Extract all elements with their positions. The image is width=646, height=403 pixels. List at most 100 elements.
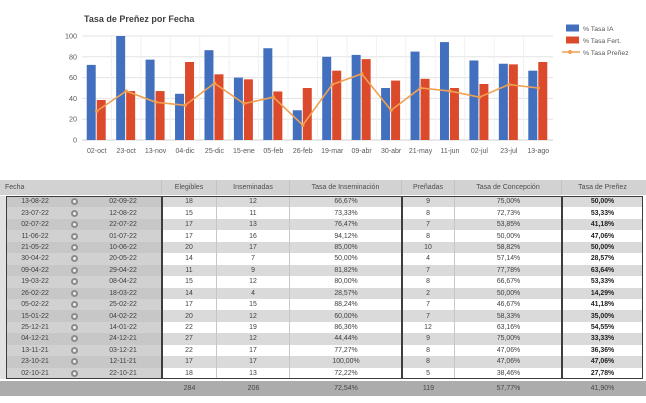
chart-canvas: 0 20 40 60 80 100 Tasa de Preñez por Fecha 02-o… (65, 14, 629, 155)
tasa-prenez-value: 47,06% (562, 356, 643, 368)
date-to: 25-02-22 (84, 298, 162, 311)
table-row[interactable]: 21-05-22 10-06-22 20 17 85,00% 10 58,82%… (0, 241, 646, 254)
tasa-concepcion-value: 53,85% (455, 218, 562, 231)
elegibles-value: 22 (162, 321, 217, 334)
bar-tasa-fert[interactable] (243, 79, 253, 140)
table-row[interactable]: 26-02-22 18-03-22 14 4 28,57% 2 50,00% 1… (0, 287, 646, 299)
legend-label[interactable]: % Tasa Preñez (583, 50, 629, 57)
line-marker[interactable] (389, 108, 393, 112)
inseminadas-value: 12 (217, 276, 290, 288)
inseminadas-value: 17 (217, 241, 290, 254)
table-row[interactable]: 05-02-22 25-02-22 17 15 88,24% 7 46,67% … (0, 298, 646, 311)
bar-tasa-fert[interactable] (126, 91, 136, 140)
table-row[interactable]: 09-04-22 29-04-22 11 9 81,82% 7 77,78% 6… (0, 264, 646, 277)
table-row[interactable]: 02-10-21 22-10-21 18 13 72,22% 5 38,46% … (0, 367, 646, 379)
bar-tasa-ia[interactable] (498, 63, 508, 140)
line-marker[interactable] (212, 81, 217, 85)
bar-tasa-fert[interactable] (538, 62, 548, 140)
date-to: 14-01-22 (84, 321, 162, 334)
line-marker[interactable] (507, 82, 511, 87)
bar-tasa-ia[interactable] (322, 56, 332, 140)
line-marker[interactable] (242, 101, 246, 106)
table-row[interactable]: 13-08-22 02-09-22 18 12 66,67% 9 75,00% … (0, 196, 646, 208)
column-header-tasa-inseminacion: Tasa de Inseminación (290, 180, 402, 195)
legend-line-marker (568, 50, 572, 54)
line-marker[interactable] (153, 100, 158, 104)
table-row[interactable]: 15-01-22 04-02-22 20 12 60,00% 7 58,33% … (0, 310, 646, 322)
bar-tasa-ia[interactable] (175, 93, 185, 140)
bar-tasa-fert[interactable] (214, 74, 224, 140)
line-marker[interactable] (183, 103, 187, 108)
bar-tasa-ia[interactable] (233, 77, 243, 140)
bar-tasa-fert[interactable] (273, 91, 283, 140)
prenadas-value: 7 (402, 218, 455, 231)
table-row[interactable]: 11-06-22 01-07-22 17 16 94,12% 8 50,00% … (0, 230, 646, 242)
line-marker[interactable] (330, 82, 334, 87)
y-axis-tick: 0 (73, 136, 77, 145)
date-to: 24-12-21 (84, 333, 162, 345)
bar-tasa-ia[interactable] (86, 64, 96, 140)
line-marker[interactable] (448, 89, 452, 93)
bar-tasa-fert[interactable] (361, 59, 371, 141)
line-marker[interactable] (536, 86, 540, 90)
table-row[interactable]: 25-12-21 14-01-22 22 19 86,36% 12 63,16%… (0, 321, 646, 334)
table-row[interactable]: 30-04-22 20-05-22 14 7 50,00% 4 57,14% 2… (0, 253, 646, 265)
tasa-prenez-value: 41,18% (562, 218, 643, 231)
line-marker[interactable] (359, 72, 364, 76)
date-range-icon (70, 255, 78, 263)
elegibles-value: 14 (162, 253, 217, 265)
bar-tasa-ia[interactable] (204, 50, 214, 140)
x-axis-label: 04-dic (175, 148, 195, 155)
bar-tasa-fert[interactable] (155, 91, 165, 140)
bar-tasa-ia[interactable] (292, 110, 302, 140)
bar-tasa-ia[interactable] (469, 60, 479, 140)
line-marker[interactable] (124, 89, 128, 93)
legend-swatch[interactable] (566, 36, 579, 44)
line-marker[interactable] (477, 95, 482, 99)
bar-tasa-ia[interactable] (381, 88, 391, 140)
x-axis-label: 02-jul (471, 148, 489, 155)
legend-label[interactable]: % Tasa IA (583, 26, 614, 33)
x-axis-label: 19-mar (321, 148, 344, 155)
table-row[interactable]: 19-03-22 08-04-22 15 12 80,00% 8 66,67% … (0, 276, 646, 288)
date-to: 03-12-21 (84, 344, 162, 357)
bar-tasa-ia[interactable] (528, 70, 538, 140)
x-axis-label: 15-ene (233, 148, 255, 155)
line-marker[interactable] (301, 123, 305, 127)
tasa-prenez-value: 54,55% (562, 321, 643, 334)
bar-tasa-ia[interactable] (410, 51, 420, 140)
bar-tasa-fert[interactable] (332, 70, 342, 140)
bar-tasa-fert[interactable] (302, 88, 312, 140)
date-from: 13-11-21 (6, 344, 64, 357)
legend-label[interactable]: % Tasa Fert. (583, 38, 621, 45)
tasa-concepcion-value: 75,00% (455, 333, 562, 345)
pregnancy-rate-table: Fecha Elegibles Inseminadas Tasa de Inse… (0, 180, 646, 396)
bar-tasa-fert[interactable] (420, 78, 430, 140)
bar-tasa-fert[interactable] (479, 83, 489, 140)
x-axis-label: 21-may (409, 148, 433, 155)
table-row[interactable]: 04-12-21 24-12-21 27 12 44,44% 9 75,00% … (0, 333, 646, 345)
legend-swatch[interactable] (566, 24, 579, 32)
inseminadas-value: 13 (217, 367, 290, 379)
x-axis-label: 13-nov (145, 148, 167, 155)
table-row[interactable]: 23-07-22 12-08-22 15 11 73,33% 8 72,73% … (0, 207, 646, 219)
table-row[interactable]: 13-11-21 03-12-21 22 17 77,27% 8 47,06% … (0, 344, 646, 357)
tasa-inseminacion-value: 72,22% (290, 367, 402, 379)
date-to: 29-04-22 (84, 264, 162, 277)
tasa-prenez-value: 50,00% (562, 196, 643, 208)
date-range-icon (70, 358, 78, 366)
bar-tasa-ia[interactable] (351, 54, 361, 141)
line-marker[interactable] (418, 86, 423, 90)
bar-tasa-fert[interactable] (449, 88, 459, 140)
tasa-prenez-value: 47,06% (562, 230, 643, 242)
table-row[interactable]: 23-10-21 12-11-21 17 17 100,00% 8 47,06%… (0, 356, 646, 368)
bar-tasa-ia[interactable] (263, 48, 273, 140)
table-row[interactable]: 02-07-22 22-07-22 17 13 76,47% 7 53,85% … (0, 218, 646, 231)
line-marker[interactable] (271, 95, 276, 99)
line-marker[interactable] (95, 109, 99, 113)
bar-tasa-fert[interactable] (508, 64, 518, 140)
date-range-icon (70, 324, 78, 332)
bar-tasa-fert[interactable] (391, 80, 401, 140)
bar-tasa-fert[interactable] (96, 100, 106, 140)
bar-tasa-ia[interactable] (116, 36, 126, 140)
